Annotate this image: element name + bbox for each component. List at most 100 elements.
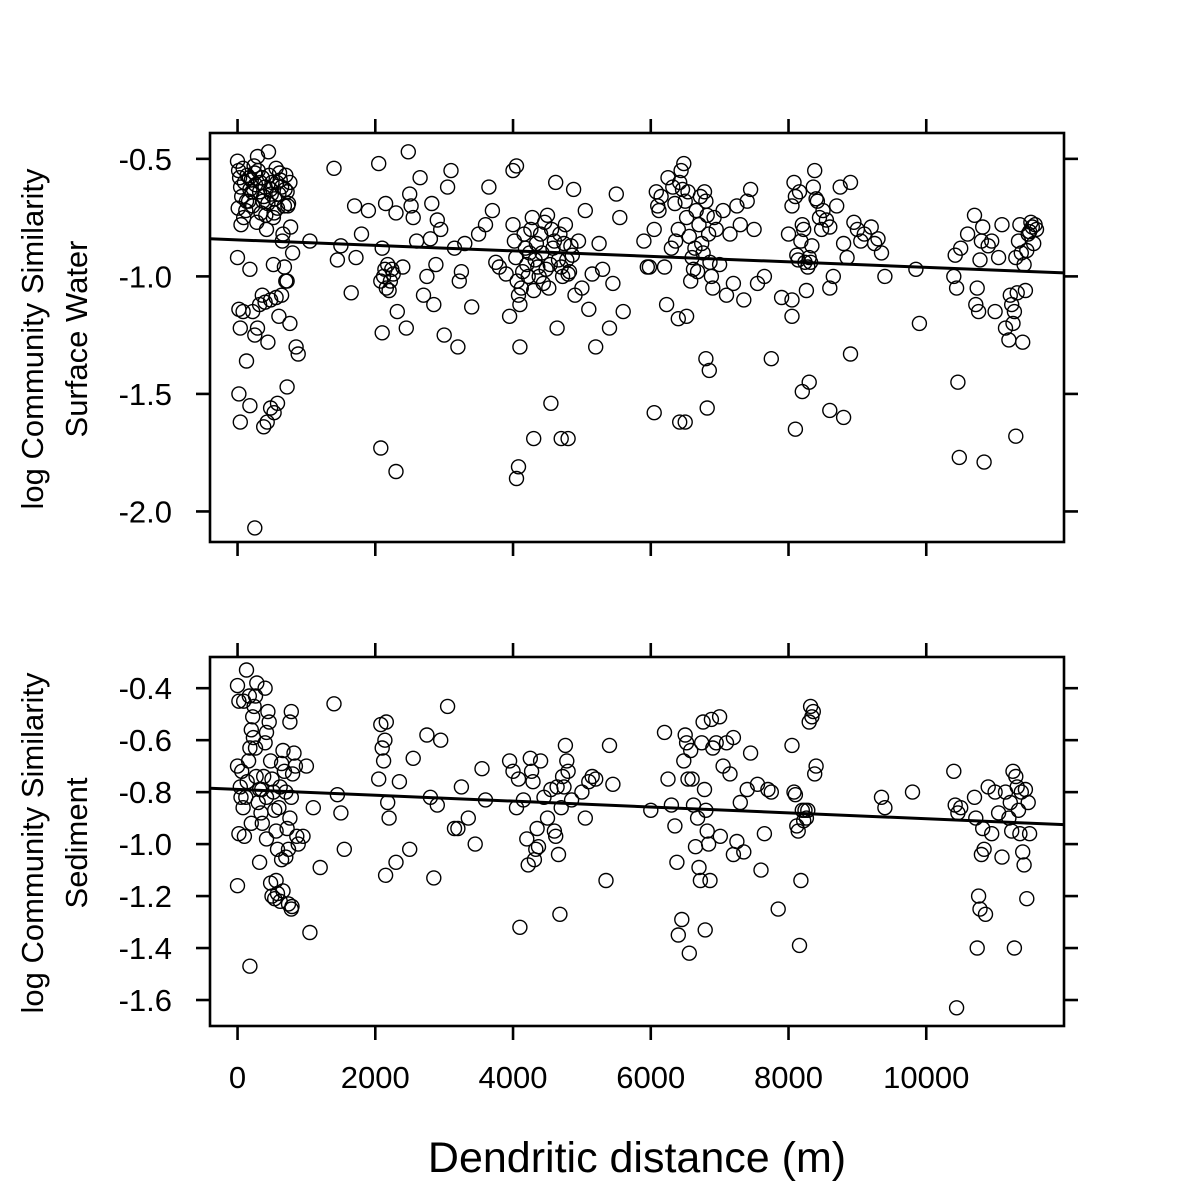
sediment-point (808, 758, 824, 774)
sediment-point (787, 787, 804, 803)
sediment-point (990, 805, 1007, 821)
sediment-point (229, 878, 246, 894)
sediment-point (450, 820, 466, 837)
surface-water-point (260, 334, 276, 350)
surface-water-point (242, 261, 258, 277)
surface-water-point (290, 346, 306, 362)
surface-water-point (1024, 219, 1041, 235)
surface-water-point (260, 144, 277, 160)
sediment-point (559, 753, 575, 769)
surface-water-point (601, 320, 618, 336)
surface-water-point (353, 226, 370, 242)
surface-water-point (266, 205, 282, 221)
surface-water-point (453, 264, 470, 280)
surface-water-point (722, 226, 738, 242)
sediment-point (584, 768, 600, 785)
surface-water-point (232, 320, 249, 336)
sediment-point (388, 854, 404, 870)
sediment-point (523, 763, 540, 779)
sediment-point (972, 901, 988, 917)
sediment-y-tick-label: -1.2 (119, 879, 172, 914)
x-tick-label: 0 (229, 1060, 246, 1095)
surface-water-point (670, 311, 686, 327)
surface-water-point (523, 221, 539, 238)
surface-water-y-tick-label: -1.5 (119, 377, 172, 412)
sediment-point (235, 800, 251, 816)
surface-water-point (959, 226, 976, 242)
sediment-point (729, 833, 745, 850)
surface-water-point (277, 181, 293, 198)
sediment-point (976, 841, 992, 857)
sediment-point (656, 724, 673, 741)
sediment-point (377, 732, 393, 748)
sediment-point (405, 750, 421, 766)
surface-water-point (264, 174, 280, 191)
surface-water-point (371, 155, 387, 172)
surface-water-point (388, 463, 404, 480)
surface-water-point (247, 165, 263, 181)
surface-water-point (732, 216, 748, 233)
surface-water-point (791, 184, 808, 200)
sediment-point (419, 727, 435, 743)
surface-water-point (235, 209, 252, 226)
surface-water-point (402, 186, 418, 202)
x-tick-label: 10000 (883, 1060, 969, 1095)
sediment-point (667, 818, 683, 834)
surface-water-point (400, 144, 416, 160)
sediment-point (696, 781, 713, 798)
sediment-point (722, 766, 738, 782)
sediment-point (702, 872, 718, 889)
surface-water-point (513, 280, 529, 296)
sediment-point (807, 766, 823, 782)
surface-water-point (247, 520, 263, 536)
sediment-panel: log Community Similarity Sediment 0 2000 4… (15, 643, 1078, 1095)
surface-water-point (691, 216, 707, 233)
surface-water-point (235, 303, 251, 320)
surface-water-point (539, 207, 556, 224)
sediment-point (577, 810, 593, 826)
sediment-point (240, 753, 257, 769)
surface-water-point (428, 256, 444, 273)
surface-water-point (229, 249, 246, 266)
surface-water-point (271, 308, 287, 324)
sediment-point (264, 771, 280, 787)
surface-water-point (238, 353, 255, 369)
sediment-point (286, 745, 302, 761)
sediment-point (238, 662, 255, 678)
surface-water-point (501, 308, 518, 324)
surface-water-point (419, 268, 435, 285)
sediment-y-tick-label: -0.6 (119, 723, 172, 758)
sediment-point (512, 919, 528, 935)
sediment-point (336, 841, 352, 857)
sediment-point (760, 781, 776, 798)
sediment-point (245, 729, 262, 746)
sediment-point (391, 774, 408, 790)
surface-water-point (560, 266, 576, 282)
sediment-point (290, 836, 306, 852)
surface-water-point (835, 235, 852, 252)
sediment-point (241, 688, 258, 704)
sediment-point (244, 709, 261, 725)
surface-water-point (787, 421, 804, 437)
sediment-point (532, 753, 549, 769)
surface-water-point (818, 212, 835, 228)
surface-water-point (966, 207, 983, 224)
surface-water-point (793, 233, 809, 249)
sediment-point (519, 831, 535, 847)
sediment-point (687, 839, 704, 855)
surface-water-point (543, 221, 560, 238)
sediment-point (756, 826, 773, 842)
sediment-point (235, 693, 252, 709)
surface-water-point (605, 275, 621, 292)
sediment-point (552, 906, 568, 922)
surface-water-point (976, 454, 992, 470)
surface-water-point (763, 351, 779, 367)
sediment-point (736, 844, 752, 860)
surface-water-point (505, 162, 521, 179)
sediment-plot-frame (208, 655, 1066, 1028)
sediment-point (670, 927, 686, 943)
sediment-point (505, 763, 521, 779)
sediment-point (695, 714, 711, 730)
sediment-y-tick-label: -1.0 (119, 827, 172, 862)
surface-water-point (696, 184, 713, 200)
